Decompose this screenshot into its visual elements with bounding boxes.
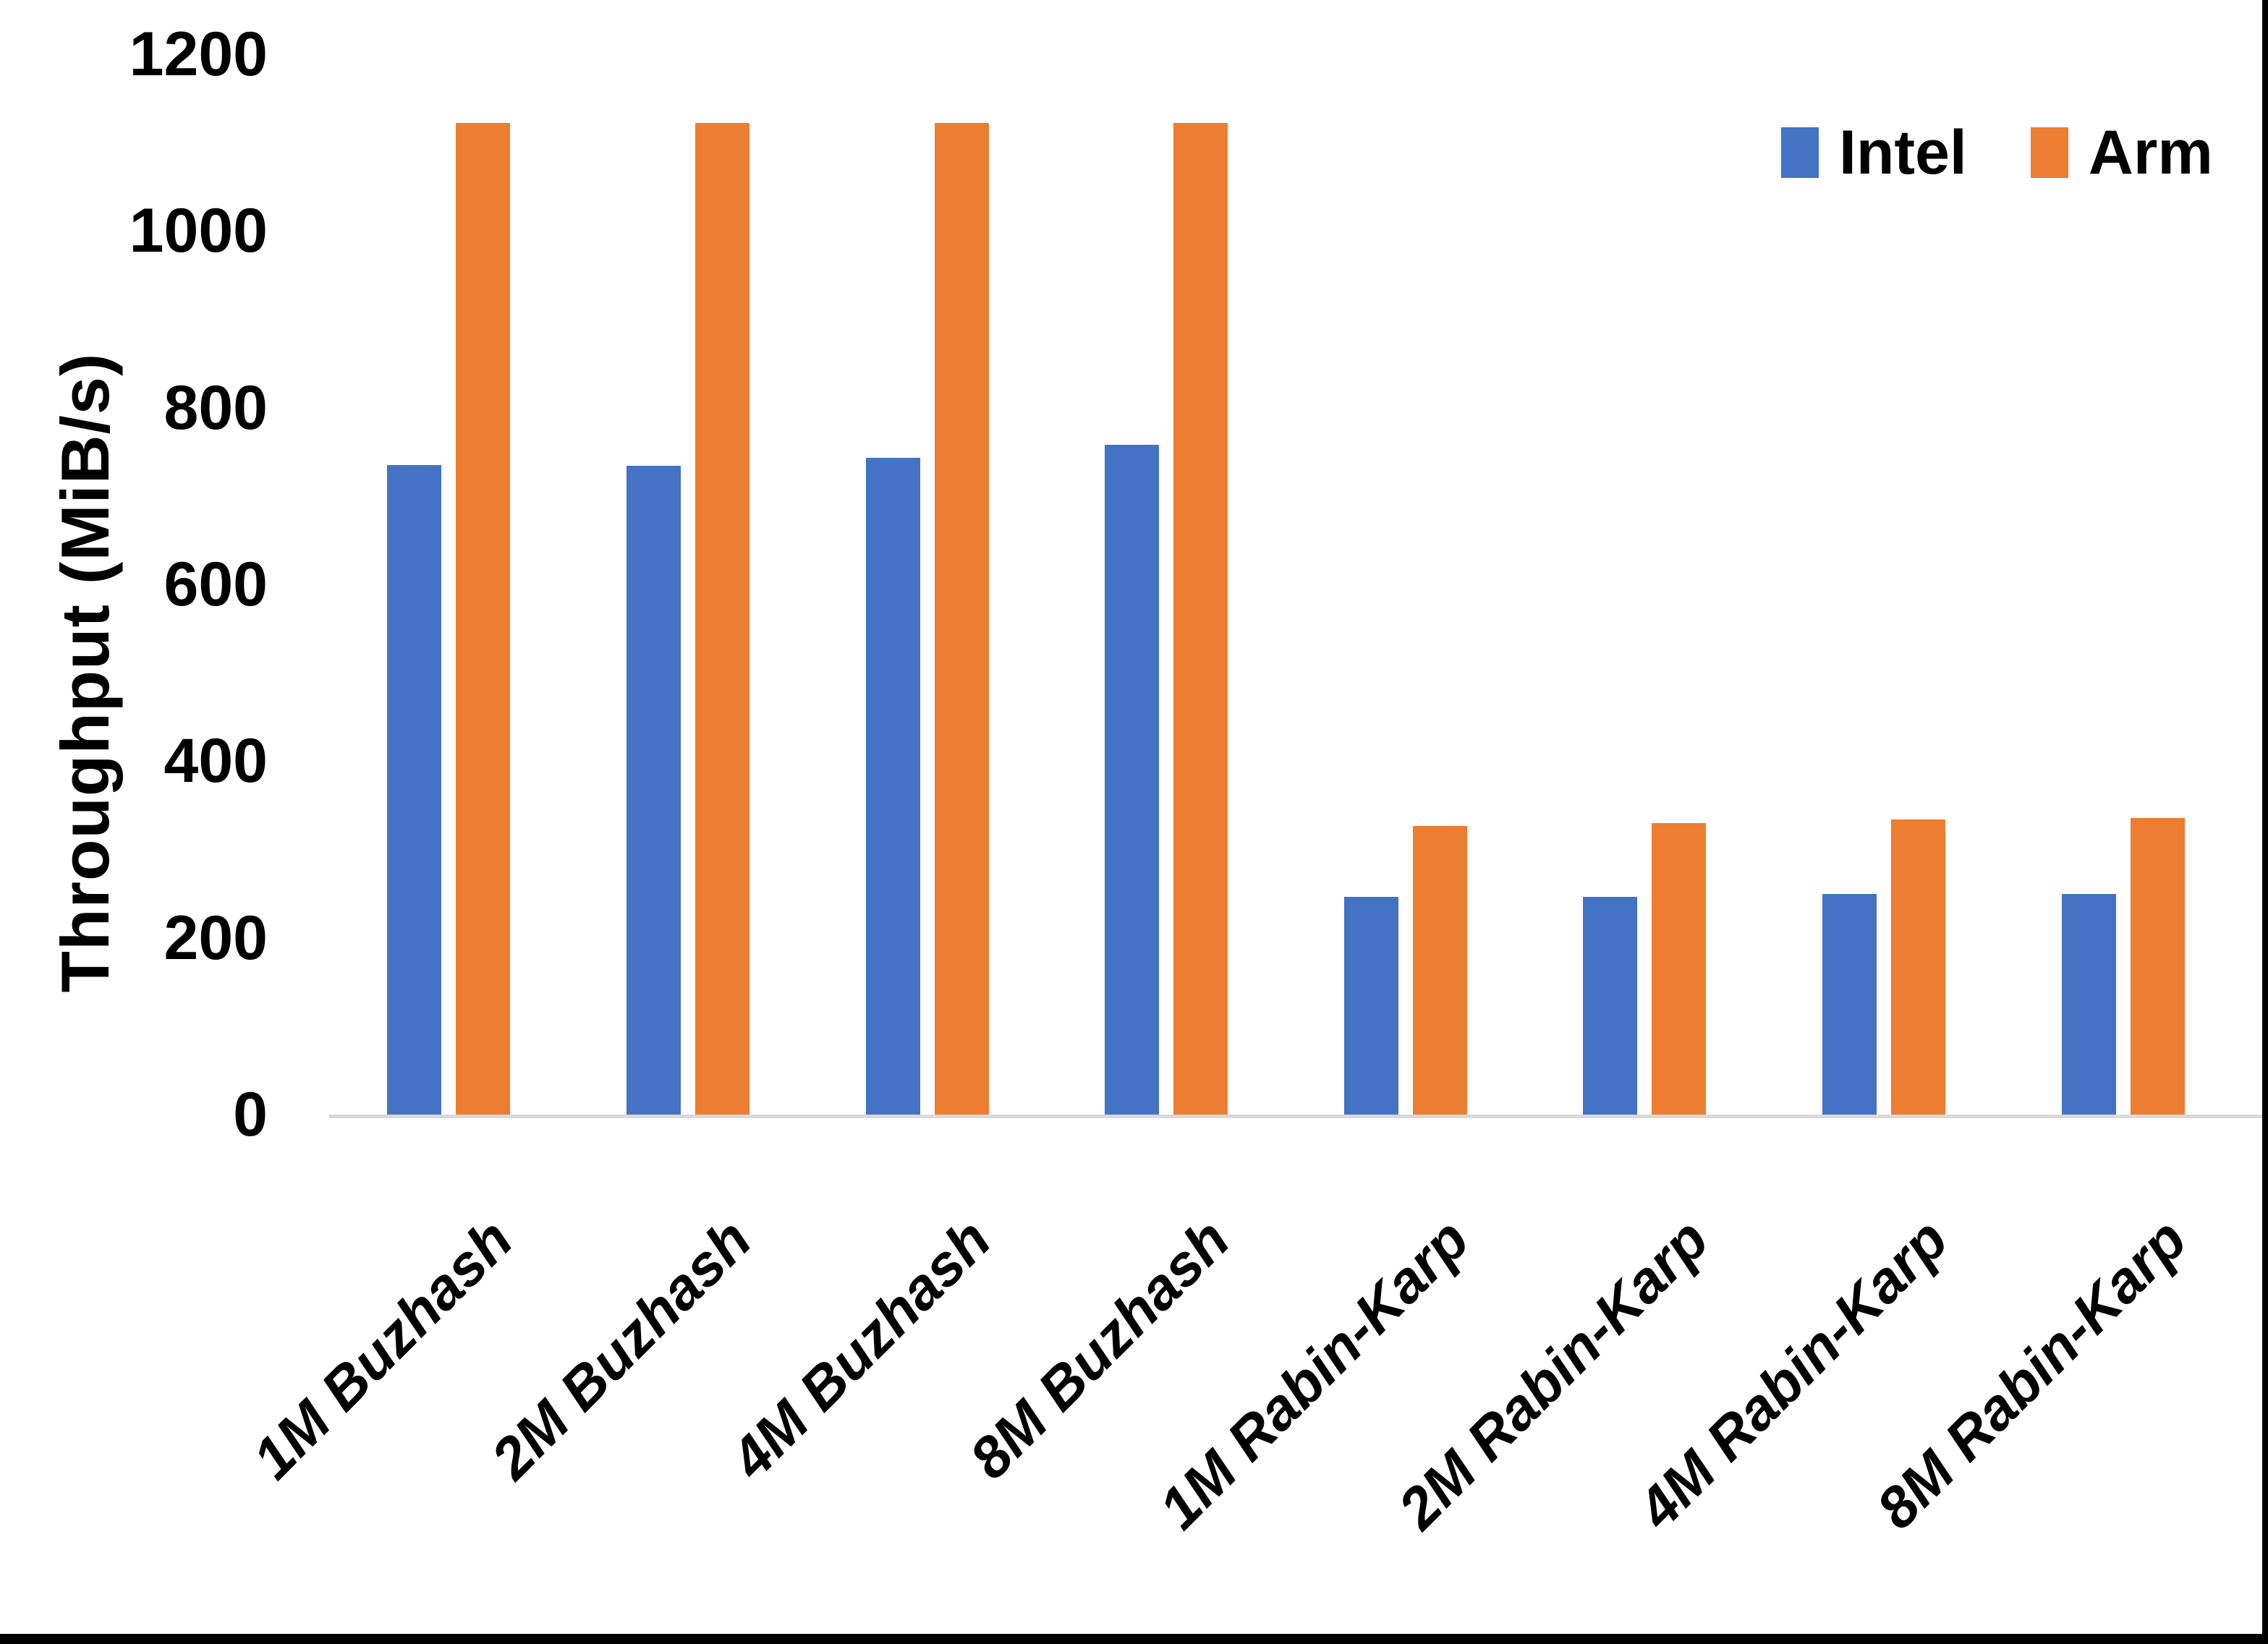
y-tick-label: 600 <box>163 550 268 619</box>
bar-intel <box>865 458 920 1115</box>
plot-area <box>329 54 2243 1115</box>
bar-arm <box>1652 822 1707 1115</box>
bar-group <box>1764 54 2004 1115</box>
bar-group <box>1047 54 1286 1115</box>
legend-item-arm: Arm <box>2030 118 2213 187</box>
bar-intel <box>387 465 442 1115</box>
bar-group <box>569 54 808 1115</box>
bar-intel <box>1105 444 1160 1115</box>
bar-group <box>2003 54 2243 1115</box>
legend-label-intel: Intel <box>1839 118 1967 187</box>
bar-arm <box>934 123 989 1115</box>
y-tick-label: 1000 <box>129 196 268 266</box>
bar-intel <box>1583 897 1638 1115</box>
legend: Intel Arm <box>1781 122 2213 184</box>
bar-arm <box>2130 817 2185 1115</box>
bar-group <box>1525 54 1764 1115</box>
legend-item-intel: Intel <box>1781 122 1967 184</box>
screenshot-bottom-border <box>0 1634 2268 1644</box>
y-tick-label: 0 <box>233 1080 268 1149</box>
bar-intel <box>2061 893 2116 1115</box>
y-tick-label: 200 <box>163 903 268 973</box>
screenshot-right-border <box>2262 0 2268 1644</box>
legend-swatch-arm <box>2030 127 2068 178</box>
y-tick-label: 1200 <box>129 20 268 89</box>
bar-group <box>807 54 1047 1115</box>
bar-arm <box>695 123 749 1115</box>
bar-arm <box>1891 819 1946 1115</box>
bar-arm <box>456 123 511 1115</box>
bar-group <box>1286 54 1526 1115</box>
bar-intel <box>626 466 681 1115</box>
y-axis-title: Throughput (MiB/s) <box>47 352 123 993</box>
bar-intel <box>1343 897 1398 1115</box>
bar-group <box>329 54 569 1115</box>
bar-arm <box>1412 825 1467 1115</box>
legend-label-arm: Arm <box>2088 118 2213 187</box>
bar-intel <box>1822 893 1877 1115</box>
bar-arm <box>1173 123 1228 1115</box>
x-axis-line <box>329 1115 2265 1118</box>
y-tick-label: 800 <box>163 372 268 443</box>
y-tick-label: 400 <box>163 726 268 796</box>
legend-swatch-intel <box>1781 127 1819 178</box>
